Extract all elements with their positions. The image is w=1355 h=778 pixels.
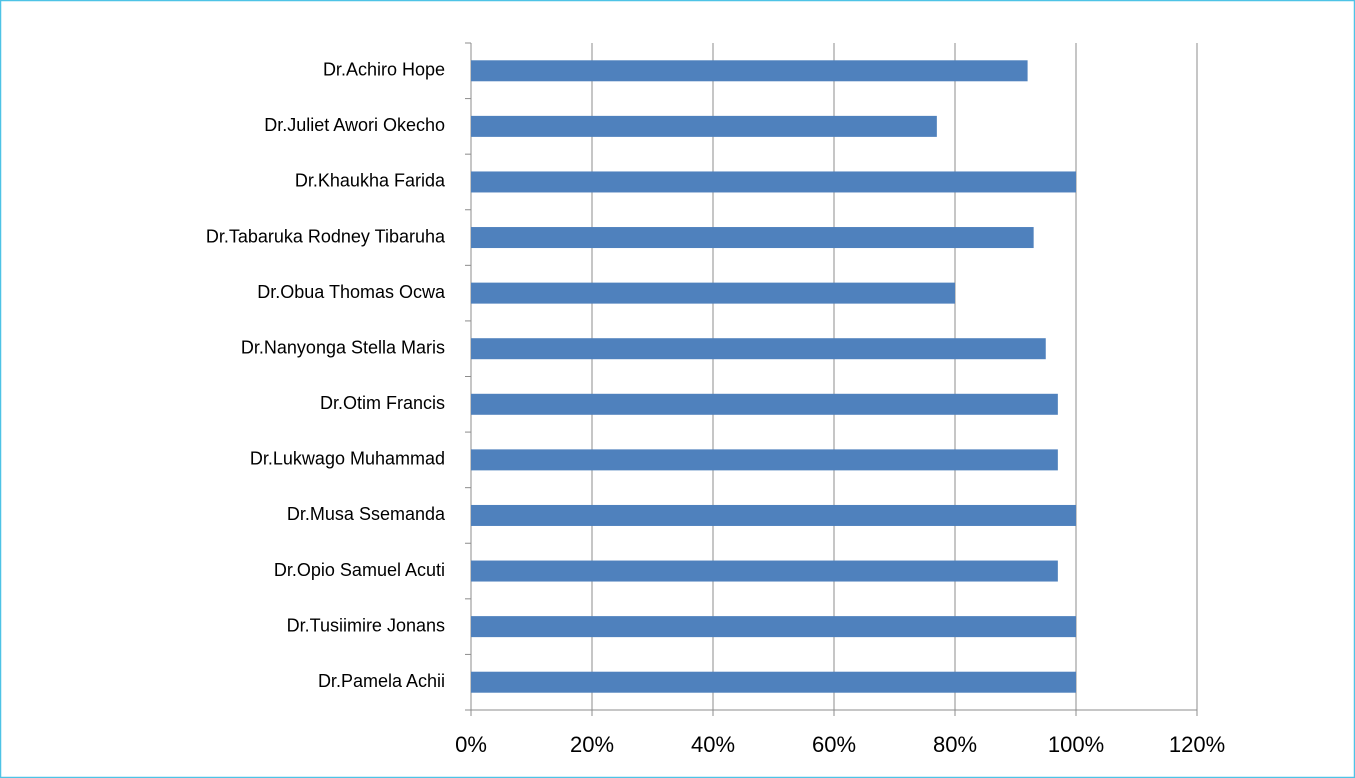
- bar: [471, 393, 1058, 415]
- x-tick-label: 100%: [1048, 732, 1104, 757]
- x-tick-label: 80%: [933, 732, 977, 757]
- y-tick-label: Dr.Tabaruka Rodney Tibaruha: [206, 226, 446, 246]
- bar: [471, 282, 955, 304]
- x-tick-label: 20%: [570, 732, 614, 757]
- y-tick-label: Dr.Juliet Awori Okecho: [264, 115, 445, 135]
- y-tick-label: Dr.Achiro Hope: [323, 60, 445, 80]
- x-tick-label: 120%: [1169, 732, 1225, 757]
- bar: [471, 115, 937, 137]
- x-tick-label: 60%: [812, 732, 856, 757]
- y-tick-label: Dr.Khaukha Farida: [295, 171, 446, 191]
- bar: [471, 227, 1034, 249]
- y-tick-label: Dr.Lukwago Muhammad: [250, 449, 445, 469]
- bar: [471, 616, 1076, 638]
- y-tick-label: Dr.Nanyonga Stella Maris: [241, 337, 445, 357]
- bar: [471, 60, 1028, 82]
- y-tick-label: Dr.Opio Samuel Acuti: [274, 560, 445, 580]
- y-tick-label: Dr.Musa Ssemanda: [287, 504, 446, 524]
- x-tick-label: 0%: [455, 732, 487, 757]
- y-tick-label: Dr.Otim Francis: [320, 393, 445, 413]
- x-tick-label: 40%: [691, 732, 735, 757]
- bar: [471, 449, 1058, 471]
- y-tick-label: Dr.Tusiimire Jonans: [287, 615, 445, 635]
- bar: [471, 560, 1058, 582]
- bar: [471, 504, 1076, 526]
- bar: [471, 171, 1076, 193]
- bar: [471, 671, 1076, 693]
- y-tick-label: Dr.Obua Thomas Ocwa: [257, 282, 446, 302]
- bar: [471, 338, 1046, 360]
- y-tick-label: Dr.Pamela Achii: [318, 671, 445, 691]
